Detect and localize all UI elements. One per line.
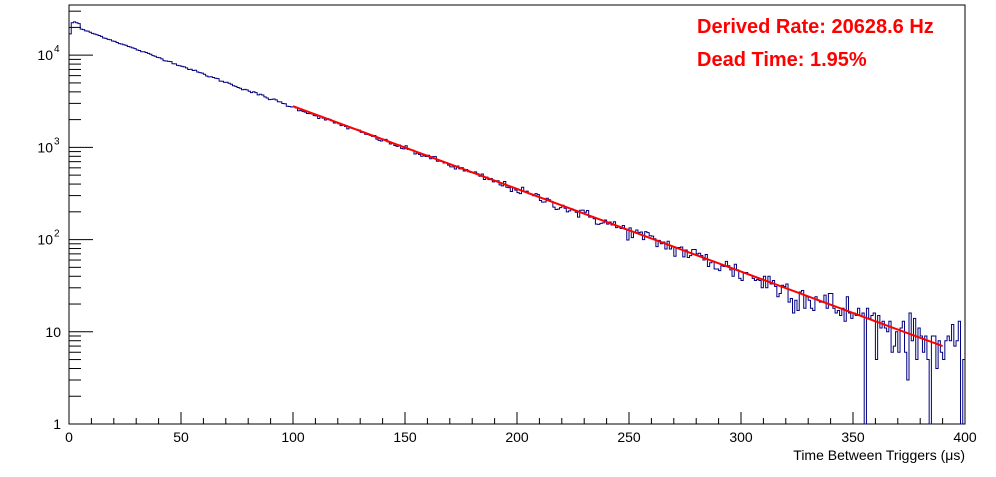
y-tick-exponent: 3 — [54, 136, 60, 147]
x-tick-label: 0 — [65, 429, 73, 445]
y-tick-label: 10 — [45, 324, 61, 340]
x-tick-label: 400 — [953, 429, 977, 445]
annotation-dead-time: Dead Time: 1.95% — [697, 49, 867, 71]
x-tick-label: 100 — [281, 429, 305, 445]
x-tick-label: 350 — [841, 429, 865, 445]
x-tick-label: 150 — [393, 429, 417, 445]
y-tick-label: 10 — [37, 232, 53, 248]
y-tick-label: 10 — [37, 47, 53, 63]
x-tick-label: 50 — [173, 429, 189, 445]
x-tick-label: 200 — [505, 429, 529, 445]
x-tick-label: 300 — [729, 429, 753, 445]
x-axis-title: Time Between Triggers (μs) — [793, 447, 965, 463]
fit-line — [292, 105, 943, 348]
y-tick-exponent: 4 — [54, 44, 60, 55]
y-tick-label: 10 — [37, 139, 53, 155]
y-tick-label: 1 — [53, 416, 61, 432]
y-tick-exponent: 2 — [54, 229, 60, 240]
annotation-derived-rate: Derived Rate: 20628.6 Hz — [697, 16, 934, 38]
x-tick-label: 250 — [617, 429, 641, 445]
